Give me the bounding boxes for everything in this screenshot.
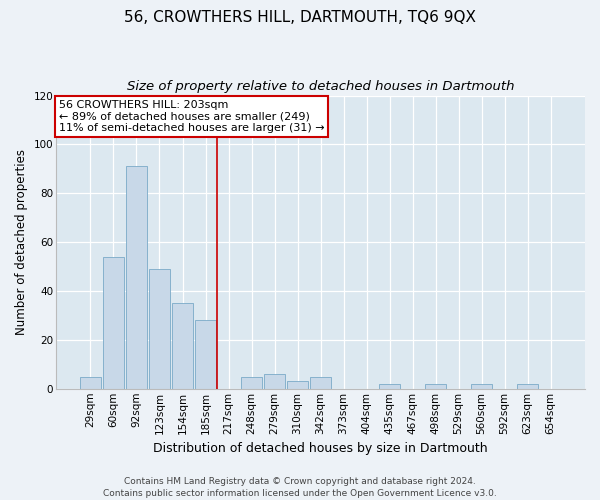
Bar <box>287 382 308 389</box>
Bar <box>471 384 492 389</box>
Bar <box>310 376 331 389</box>
Bar <box>103 257 124 389</box>
Bar <box>80 376 101 389</box>
Bar <box>241 376 262 389</box>
Bar <box>149 269 170 389</box>
X-axis label: Distribution of detached houses by size in Dartmouth: Distribution of detached houses by size … <box>153 442 488 455</box>
Bar <box>379 384 400 389</box>
Bar <box>195 320 216 389</box>
Bar <box>172 303 193 389</box>
Text: 56 CROWTHERS HILL: 203sqm
← 89% of detached houses are smaller (249)
11% of semi: 56 CROWTHERS HILL: 203sqm ← 89% of detac… <box>59 100 325 133</box>
Bar <box>264 374 285 389</box>
Y-axis label: Number of detached properties: Number of detached properties <box>15 149 28 335</box>
Bar <box>517 384 538 389</box>
Bar <box>425 384 446 389</box>
Text: Contains HM Land Registry data © Crown copyright and database right 2024.
Contai: Contains HM Land Registry data © Crown c… <box>103 476 497 498</box>
Bar <box>126 166 147 389</box>
Title: Size of property relative to detached houses in Dartmouth: Size of property relative to detached ho… <box>127 80 514 93</box>
Text: 56, CROWTHERS HILL, DARTMOUTH, TQ6 9QX: 56, CROWTHERS HILL, DARTMOUTH, TQ6 9QX <box>124 10 476 25</box>
